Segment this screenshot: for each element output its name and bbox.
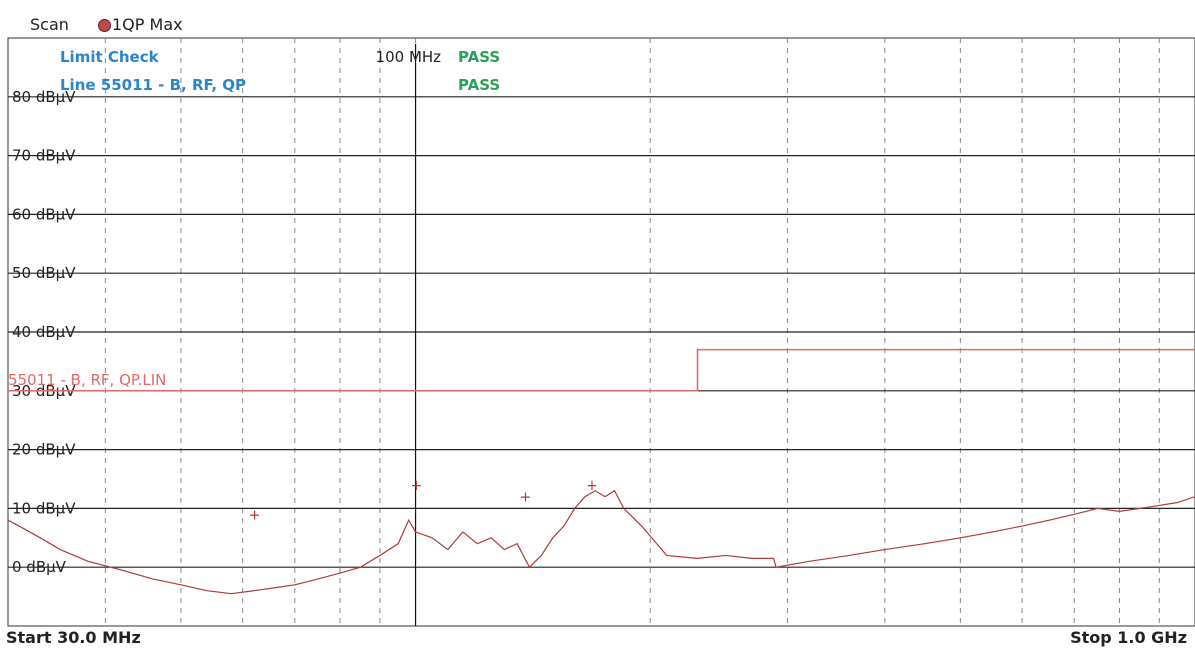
trace-indicator-icon[interactable]: [98, 19, 111, 32]
limit-check-line: Line 55011 - B, RF, QP: [60, 76, 246, 94]
peak-marker: +: [411, 478, 423, 494]
y-tick-label: 40 dBµV: [12, 323, 76, 341]
limit-check-title: Limit Check: [60, 48, 160, 66]
peak-marker: +: [520, 490, 532, 506]
start-frequency: Start 30.0 MHz: [6, 628, 141, 647]
y-tick-label: 60 dBµV: [12, 205, 76, 223]
pass-status-2: PASS: [458, 76, 500, 94]
peak-marker: +: [249, 507, 261, 523]
trace-label: 1QP Max: [112, 15, 183, 34]
peak-marker: +: [586, 478, 598, 494]
pass-status-1: PASS: [458, 48, 500, 66]
scan-label: Scan: [30, 15, 69, 34]
trace-1qp-max: [7, 489, 1195, 595]
y-tick-label: 0 dBµV: [12, 558, 67, 576]
peak-markers: + + + +: [249, 478, 598, 523]
y-tick-label: 10 dBµV: [12, 499, 76, 517]
limit-line: [8, 348, 1195, 392]
marker-label: 100 MHz: [376, 48, 442, 66]
horizontal-grid: [8, 96, 1195, 568]
limit-line-name: 55011 - B, RF, QP.LIN: [8, 371, 166, 389]
y-tick-label: 50 dBµV: [12, 264, 76, 282]
scan-header: Scan 1QP Max: [0, 0, 1195, 36]
stop-frequency: Stop 1.0 GHz: [1070, 628, 1187, 647]
y-tick-label: 20 dBµV: [12, 441, 76, 459]
y-tick-label: 70 dBµV: [12, 147, 76, 165]
y-tick-label: 80 dBµV: [12, 88, 76, 106]
